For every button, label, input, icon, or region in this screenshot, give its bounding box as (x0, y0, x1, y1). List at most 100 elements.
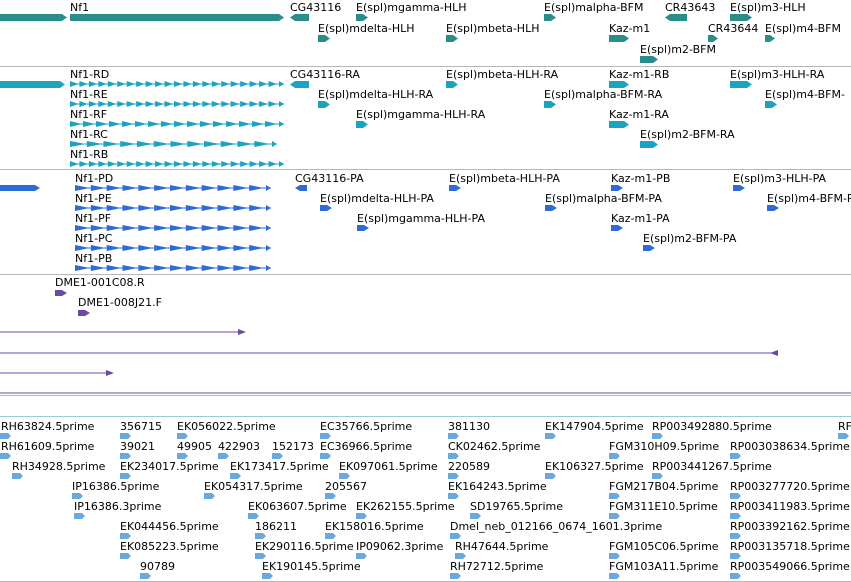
ek056022-label[interactable]: EK056022.5prime (177, 420, 276, 433)
espl-m4-bfm-label[interactable]: E(spl)m4-BFM (765, 22, 841, 35)
rh72712-label[interactable]: RH72712.5prime (450, 560, 544, 573)
ek234017-label[interactable]: EK234017.5prime (120, 460, 219, 473)
e152173-label[interactable]: 152173 (272, 440, 314, 453)
cr43644-label[interactable]: CR43644 (708, 22, 759, 35)
nf1-label[interactable]: Nf1 (70, 1, 90, 14)
rp003392162-label[interactable]: RP003392162.5prime (730, 520, 850, 533)
rp003411983-label[interactable]: RP003411983.5prime (730, 500, 850, 513)
e381130-label[interactable]: 381130 (448, 420, 490, 433)
fgm103a11-label[interactable]: FGM103A11.5prime (609, 560, 719, 573)
espl-m4-bfm-ra-label[interactable]: E(spl)m4-BFM- (765, 88, 845, 101)
ip16386-a-label[interactable]: IP16386.5prime (72, 480, 160, 493)
nf1-pc-label[interactable]: Nf1-PC (75, 232, 113, 245)
ek147904-label[interactable]: EK147904.5prime (545, 420, 644, 433)
espl-mgamma-hlh-label[interactable]: E(spl)mgamma-HLH (356, 1, 467, 14)
rh34928-label[interactable]: RH34928.5prime (12, 460, 106, 473)
dme1-001c08-r-label[interactable]: DME1-001C08.R (55, 276, 145, 289)
e49905-label[interactable]: 49905 (177, 440, 212, 453)
ek262155-label[interactable]: EK262155.5prime (356, 500, 455, 513)
cg43116-pa-label[interactable]: CG43116-PA (295, 172, 364, 185)
nf1-pf-exon-11 (249, 225, 264, 231)
espl-mbeta-hlh-pa-label[interactable]: E(spl)mbeta-HLH-PA (449, 172, 560, 185)
nf1-pb-exon-2 (106, 265, 122, 271)
ek106327-label[interactable]: EK106327.5prime (545, 460, 644, 473)
ek290116-label[interactable]: EK290116.5prime (255, 540, 354, 553)
e356715-label[interactable]: 356715 (120, 420, 162, 433)
espl-m4-bfm-pa-label[interactable]: E(spl)m4-BFM-PA (767, 192, 851, 205)
ek190145-label[interactable]: EK190145.5prime (262, 560, 361, 573)
cr43643-label[interactable]: CR43643 (665, 1, 716, 14)
fgm105c06-label[interactable]: FGM105C06.5prime (609, 540, 719, 553)
fgm217b04-label[interactable]: FGM217B04.5prime (609, 480, 719, 493)
ip09062-label[interactable]: IP09062.3prime (356, 540, 444, 553)
ek085223-label[interactable]: EK085223.5prime (120, 540, 219, 553)
dmel-neb-label[interactable]: Dmel_neb_012166_0674_1601.3prime (450, 520, 663, 533)
e422903-label[interactable]: 422903 (218, 440, 260, 453)
kaz-m1-ra-label[interactable]: Kaz-m1-RA (609, 108, 669, 121)
espl-mdelta-hlh-label[interactable]: E(spl)mdelta-HLH (318, 22, 415, 35)
espl-mdelta-hlh-ra-label[interactable]: E(spl)mdelta-HLH-RA (318, 88, 434, 101)
e186211-label[interactable]: 186211 (255, 520, 297, 533)
e90789-label[interactable]: 90789 (140, 560, 175, 573)
espl-malpha-bfm-label[interactable]: E(spl)malpha-BFM (544, 1, 644, 14)
espl-m3-hlh-pa-label[interactable]: E(spl)m3-HLH-PA (733, 172, 827, 185)
e205567-label[interactable]: 205567 (325, 480, 367, 493)
fgm310h09-label[interactable]: FGM310H09.5prime (609, 440, 720, 453)
ek164243-label[interactable]: EK164243.5prime (448, 480, 547, 493)
kaz-m1-label[interactable]: Kaz-m1 (609, 22, 651, 35)
rh47644-label[interactable]: RH47644.5prime (455, 540, 549, 553)
ip16386-b-label[interactable]: IP16386.3prime (74, 500, 162, 513)
espl-mgamma-hlh-pa-label[interactable]: E(spl)mgamma-HLH-PA (357, 212, 485, 225)
espl-mbeta-hlh-ra-label[interactable]: E(spl)mbeta-HLH-RA (446, 68, 559, 81)
espl-malpha-bfm-pa-label[interactable]: E(spl)malpha-BFM-PA (545, 192, 662, 205)
rp003492880-label[interactable]: RP003492880.5prime (652, 420, 772, 433)
rp003135718-label[interactable]: RP003135718.5prime (730, 540, 850, 553)
nf1-rf-exon-15 (265, 121, 277, 127)
nf1-pe-label[interactable]: Nf1-PE (75, 192, 112, 205)
cg43116-label[interactable]: CG43116 (290, 1, 342, 14)
cg43116-ra-label[interactable]: CG43116-RA (290, 68, 360, 81)
nf1-pb-label[interactable]: Nf1-PB (75, 252, 113, 265)
rh63824-label[interactable]: RH63824.5prime (1, 420, 95, 433)
rp003277720-label[interactable]: RP003277720.5prime (730, 480, 850, 493)
kaz-m1-pa-label[interactable]: Kaz-m1-PA (611, 212, 670, 225)
espl-malpha-bfm-ra-label[interactable]: E(spl)malpha-BFM-RA (544, 88, 663, 101)
kaz-m1-pb-label[interactable]: Kaz-m1-PB (611, 172, 671, 185)
e220589-label[interactable]: 220589 (448, 460, 490, 473)
ec36966-label[interactable]: EC36966.5prime (320, 440, 413, 453)
rp-edge-label[interactable]: RF (838, 420, 851, 433)
ek054317-label[interactable]: EK054317.5prime (204, 480, 303, 493)
espl-m3-hlh-label[interactable]: E(spl)m3-HLH (730, 1, 806, 14)
nf1-rf-exon-13 (239, 121, 251, 127)
ek044456-label[interactable]: EK044456.5prime (120, 520, 219, 533)
ek158016-label[interactable]: EK158016.5prime (325, 520, 424, 533)
rh61609-label[interactable]: RH61609.5prime (1, 440, 95, 453)
espl-mgamma-hlh-ra-label[interactable]: E(spl)mgamma-HLH-RA (356, 108, 486, 121)
nf1-re-label[interactable]: Nf1-RE (70, 88, 108, 101)
espl-mdelta-hlh-pa-label[interactable]: E(spl)mdelta-HLH-PA (320, 192, 434, 205)
ec35766-label[interactable]: EC35766.5prime (320, 420, 413, 433)
espl-mbeta-hlh-label[interactable]: E(spl)mbeta-HLH (446, 22, 540, 35)
e39021-label[interactable]: 39021 (120, 440, 155, 453)
espl-m3-hlh-ra-label[interactable]: E(spl)m3-HLH-RA (730, 68, 825, 81)
fgm311e10-label[interactable]: FGM311E10.5prime (609, 500, 718, 513)
espl-m2-bfm-label[interactable]: E(spl)m2-BFM (640, 43, 716, 56)
espl-m2-bfm-ra-label[interactable]: E(spl)m2-BFM-RA (640, 128, 735, 141)
kaz-m1-rb-label[interactable]: Kaz-m1-RB (609, 68, 670, 81)
sd19765-label[interactable]: SD19765.5prime (470, 500, 563, 513)
nf1-rb-label[interactable]: Nf1-RB (70, 148, 109, 161)
ek173417-label[interactable]: EK173417.5prime (230, 460, 329, 473)
rp003549066-label[interactable]: RP003549066.5prime (730, 560, 850, 573)
nf1-rc-label[interactable]: Nf1-RC (70, 128, 108, 141)
espl-m2-bfm-pa-label[interactable]: E(spl)m2-BFM-PA (643, 232, 737, 245)
nf1-rf-label[interactable]: Nf1-RF (70, 108, 108, 121)
ek097061-label[interactable]: EK097061.5prime (339, 460, 438, 473)
ck02462-label[interactable]: CK02462.5prime (448, 440, 541, 453)
nf1-pd-label[interactable]: Nf1-PD (75, 172, 114, 185)
dme1-008j21-f-label[interactable]: DME1-008J21.F (78, 296, 162, 309)
ek063607-label[interactable]: EK063607.5prime (248, 500, 347, 513)
rp003038634-label[interactable]: RP003038634.5prime (730, 440, 850, 453)
nf1-rd-label[interactable]: Nf1-RD (70, 68, 110, 81)
rp003441267-label[interactable]: RP003441267.5prime (652, 460, 772, 473)
nf1-pf-label[interactable]: Nf1-PF (75, 212, 112, 225)
